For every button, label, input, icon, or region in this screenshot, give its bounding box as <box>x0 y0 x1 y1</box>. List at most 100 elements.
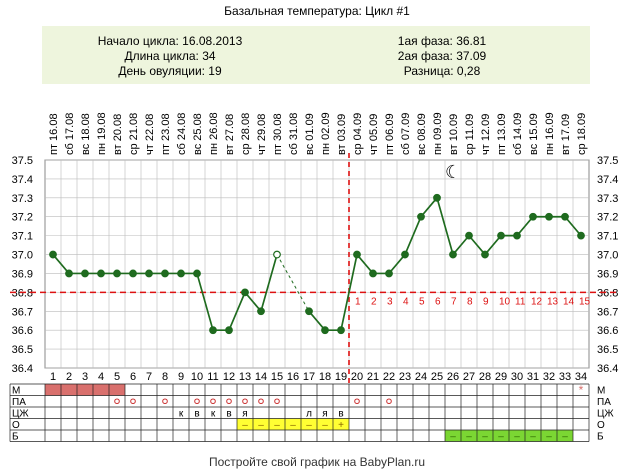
temperature-point <box>433 193 441 202</box>
y-tick-right: 37.4 <box>597 174 618 186</box>
phase2-avg: 2ая фаза: 37.09 <box>398 49 487 63</box>
date-label: вс 25.08 <box>192 113 204 155</box>
temperature-point <box>545 212 553 221</box>
y-tick-right: 37.0 <box>597 250 618 262</box>
y-tick-right: 37.3 <box>597 193 618 205</box>
temperature-point <box>97 269 105 278</box>
temperature-point <box>513 231 521 240</box>
row-label-right: О <box>597 420 605 431</box>
ovulation-test-cell <box>285 418 301 430</box>
row-label-right: ПА <box>597 397 611 408</box>
mucus-mark: я <box>242 409 247 420</box>
day-number: 25 <box>431 371 443 383</box>
ovulation-test-mark: – <box>290 420 296 431</box>
y-tick-right: 36.4 <box>597 363 618 375</box>
pregnancy-test-cell <box>509 430 525 442</box>
luteal-day-number: 4 <box>403 296 409 307</box>
date-label: пт 16.08 <box>48 113 60 155</box>
temperature-series: 1 2 3 4 5 6 7 8 9 10 11 12 13 14 15☾ <box>10 153 620 385</box>
y-tick-left: 36.6 <box>12 325 33 337</box>
day-number: 26 <box>447 371 459 383</box>
footer-link[interactable]: Постройте свой график на BabyPlan.ru <box>209 455 425 469</box>
y-tick-left: 37.3 <box>12 193 33 205</box>
day-number: 7 <box>146 371 152 383</box>
row-label-right: Б <box>597 432 604 443</box>
date-label: чт 29.08 <box>256 114 268 155</box>
day-number: 14 <box>255 371 267 383</box>
date-label: пн 26.08 <box>208 112 220 155</box>
temperature-point <box>353 250 361 259</box>
date-label: пн 09.09 <box>432 112 444 155</box>
day-number: 2 <box>66 371 72 383</box>
day-number: 17 <box>303 371 315 383</box>
menstruation-cell <box>93 384 109 396</box>
intercourse-mark <box>354 398 360 405</box>
ovulation-test-cell <box>269 418 285 430</box>
ovulation-test-cell <box>301 418 317 430</box>
pregnancy-test-mark: – <box>530 432 536 443</box>
day-number: 10 <box>191 371 203 383</box>
menstruation-marker: * <box>579 383 584 397</box>
temperature-gap-line <box>276 254 310 312</box>
pregnancy-test-cell <box>493 430 509 442</box>
row-label-right: ЦЖ <box>597 409 614 420</box>
moon-icon: ☾ <box>445 162 461 182</box>
day-number: 12 <box>223 371 235 383</box>
cycle-length: Длина цикла: 34 <box>124 49 215 63</box>
temperature-point <box>497 231 505 240</box>
date-label: вт 10.09 <box>448 114 460 155</box>
mucus-mark: я <box>322 409 327 420</box>
day-number: 11 <box>207 371 218 383</box>
y-tick-right: 36.5 <box>597 344 618 356</box>
date-label: чт 12.09 <box>480 114 492 155</box>
pregnancy-test-cell <box>477 430 493 442</box>
ovulation-day: День овуляции: 19 <box>118 64 222 78</box>
temperature-point <box>401 250 409 259</box>
day-number: 31 <box>527 371 539 383</box>
date-label: вс 15.09 <box>528 113 540 155</box>
day-number: 20 <box>351 371 363 383</box>
day-number: 9 <box>178 371 184 383</box>
row-label-left: ЦЖ <box>12 409 29 420</box>
date-label: сб 31.08 <box>288 113 300 155</box>
day-number: 22 <box>383 371 395 383</box>
luteal-day-number: 2 <box>371 296 377 307</box>
phase1-avg: 1ая фаза: 36.81 <box>398 34 487 48</box>
day-number: 1 <box>50 371 56 383</box>
mucus-mark: л <box>306 409 312 420</box>
temperature-point <box>337 326 345 335</box>
ovulation-test-mark: + <box>338 420 344 431</box>
date-label: вс 01.09 <box>304 113 316 155</box>
day-number: 6 <box>130 371 136 383</box>
y-tick-left: 36.9 <box>12 268 33 280</box>
intercourse-mark <box>386 398 392 405</box>
luteal-day-number: 6 <box>435 296 441 307</box>
intercourse-mark <box>274 398 280 405</box>
luteal-day-number: 12 <box>531 296 543 307</box>
date-label: ср 04.09 <box>352 113 364 155</box>
mucus-mark: в <box>338 409 343 420</box>
day-number: 5 <box>114 371 120 383</box>
luteal-day-number: 14 <box>563 296 575 307</box>
row-label-left: Б <box>12 432 19 443</box>
luteal-day-number: 15 <box>579 296 591 307</box>
y-tick-left: 36.5 <box>12 344 33 356</box>
intercourse-mark <box>242 398 248 405</box>
date-label: сб 24.08 <box>176 113 188 155</box>
temperature-point <box>529 212 537 221</box>
y-tick-right: 37.5 <box>597 155 618 167</box>
y-tick-left: 36.7 <box>12 306 33 318</box>
pregnancy-test-mark: – <box>498 432 504 443</box>
mucus-mark: к <box>211 409 216 420</box>
row-label-right: М <box>597 386 605 397</box>
ovulation-test-mark: – <box>242 420 248 431</box>
intercourse-mark <box>194 398 200 405</box>
temperature-point <box>113 269 121 278</box>
y-tick-right: 36.6 <box>597 325 618 337</box>
pregnancy-test-mark: – <box>466 432 472 443</box>
intercourse-mark <box>210 398 216 405</box>
mucus-mark: в <box>194 409 199 420</box>
temperature-point <box>241 288 249 297</box>
ovulation-test-cell <box>237 418 253 430</box>
